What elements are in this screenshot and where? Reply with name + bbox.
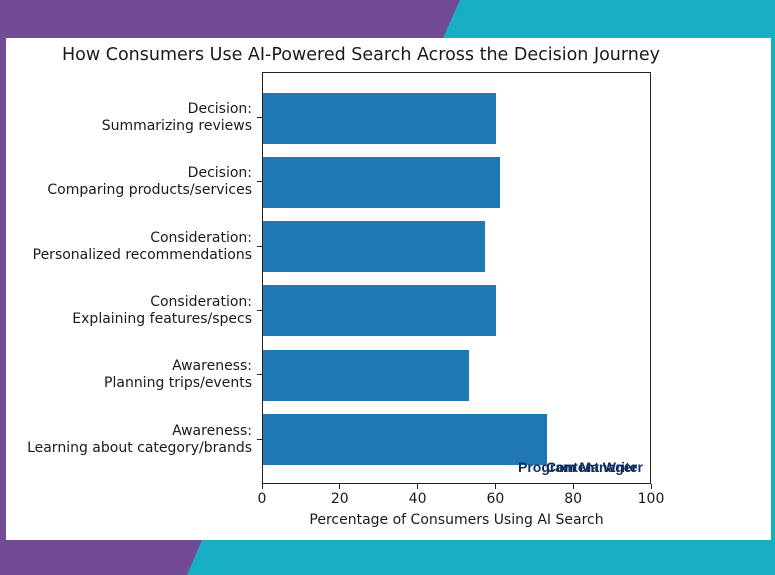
- bar: [263, 414, 547, 465]
- stage-label: Consideration:: [150, 229, 252, 246]
- activity-label: Summarizing reviews: [101, 118, 252, 134]
- x-tick: [650, 484, 652, 489]
- bar: [263, 221, 485, 273]
- y-tick: [257, 245, 262, 247]
- x-tick: [494, 484, 496, 489]
- chart-title: How Consumers Use AI-Powered Search Acro…: [61, 45, 661, 65]
- stage-label: Awareness:: [172, 358, 252, 375]
- y-tick: [257, 438, 262, 440]
- activity-label: Learning about category/brands: [27, 439, 252, 456]
- watermark-text-a: Program Manager: [518, 459, 638, 475]
- stage-label: Consideration:: [150, 293, 252, 310]
- activity-label: Explaining features/specs: [72, 310, 252, 327]
- activity-label: Comparing products/services: [47, 182, 252, 199]
- purple-bottom-shape: [0, 540, 202, 575]
- bar: [263, 156, 501, 208]
- x-tick-label: 20: [330, 491, 349, 507]
- plot-area: [262, 72, 651, 484]
- y-tick: [257, 117, 262, 118]
- x-tick-label: 40: [408, 491, 427, 507]
- x-tick-label: 100: [637, 491, 665, 507]
- y-tick-label: Consideration: Personalized recommendatio…: [0, 230, 252, 264]
- x-tick-label: 60: [486, 491, 505, 507]
- x-tick: [339, 484, 341, 489]
- y-tick-label: Decision: Comparing products/services: [0, 165, 252, 199]
- y-tick: [257, 374, 262, 376]
- stage-label: Awareness:: [172, 422, 252, 439]
- y-tick-label: Awareness: Learning about category/brands: [0, 423, 252, 457]
- y-tick-label: Awareness: Planning trips/events: [0, 358, 252, 392]
- activity-label: Personalized recommendations: [32, 246, 252, 263]
- watermark-text-b: Content Writer: [546, 459, 643, 475]
- y-tick-label: Decision: Summarizing reviews: [0, 101, 252, 135]
- x-tick-label: 80: [564, 491, 583, 507]
- x-tick: [417, 484, 419, 489]
- x-tick: [261, 484, 263, 489]
- bar: [263, 349, 470, 401]
- x-axis-label: Percentage of Consumers Using AI Search: [309, 512, 604, 528]
- y-tick: [257, 309, 262, 311]
- x-tick: [572, 484, 574, 489]
- y-tick-label: Consideration: Explaining features/specs: [0, 294, 252, 328]
- x-tick-label: 0: [257, 491, 267, 507]
- bar: [263, 92, 497, 144]
- stage-label: Decision:: [187, 101, 252, 117]
- purple-top-shape: [0, 0, 460, 38]
- purple-left-strip: [0, 38, 6, 540]
- stage-label: Decision:: [187, 165, 252, 182]
- activity-label: Planning trips/events: [104, 375, 252, 392]
- y-tick: [257, 181, 262, 183]
- bar: [263, 285, 497, 337]
